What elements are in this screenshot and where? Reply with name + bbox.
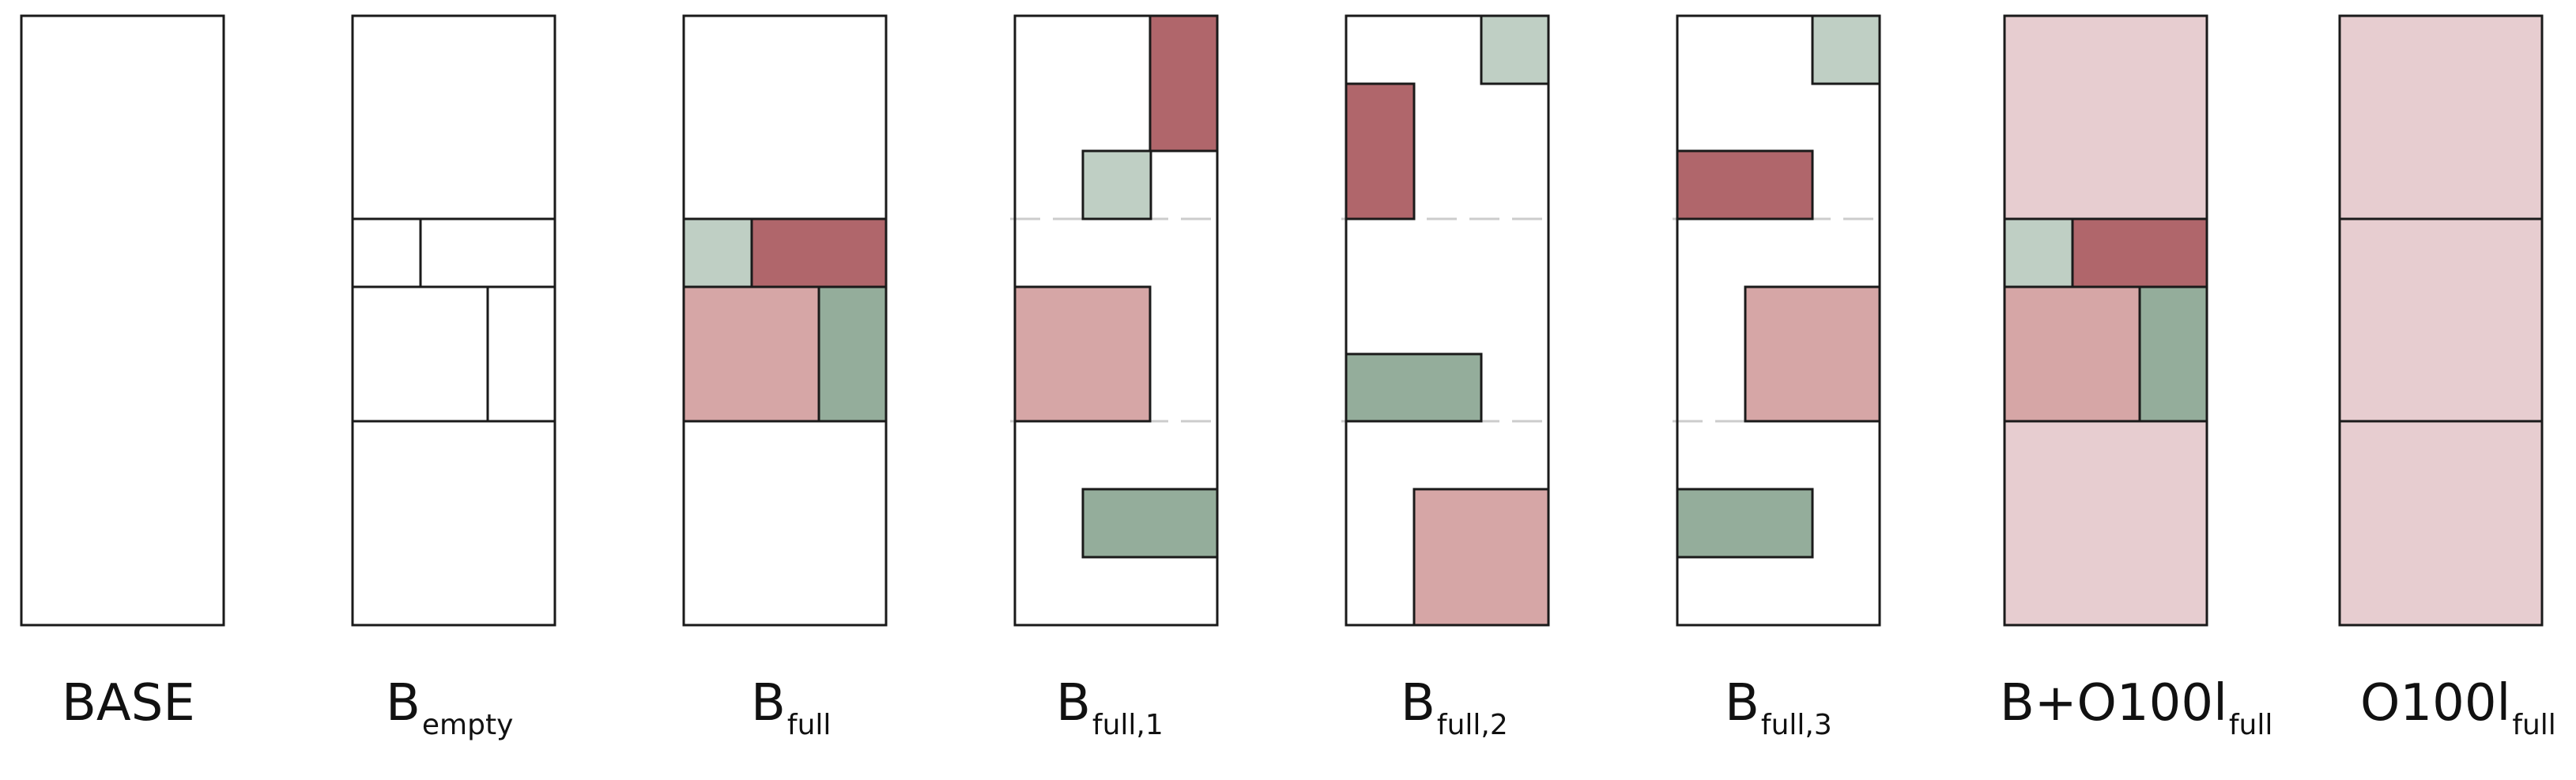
b-full-panel-frame [682, 14, 888, 627]
caption-b-full-3-label: B [1725, 674, 1759, 733]
caption-b-o100l-sub: full [2228, 709, 2273, 741]
caption-b-o100l-full: B+O100lfull [2000, 678, 2272, 765]
b-full-block-light-green [682, 217, 753, 288]
base-panel-frame [20, 14, 225, 627]
caption-b-full-1: Bfull,1 [1056, 678, 1164, 765]
b-full-1-block-green [1081, 488, 1219, 559]
caption-base-label: BASE [62, 674, 195, 733]
b-o100l-block-light-green [2003, 217, 2074, 288]
b-full-3-block-dark-red [1676, 149, 1814, 220]
caption-b-full-sub: full [786, 709, 832, 741]
b-o100l-block-green [2138, 285, 2208, 423]
b-full-1-block-light-green [1081, 149, 1152, 220]
caption-b-full-3-sub: full,3 [1760, 709, 1832, 741]
caption-b-full-1-sub: full,1 [1092, 709, 1164, 741]
o100l-panel-bg [2340, 16, 2542, 625]
caption-b-full-2-label: B [1401, 674, 1435, 733]
caption-o100l-sub: full [2512, 709, 2556, 741]
caption-b-full-3: Bfull,3 [1725, 678, 1832, 765]
caption-b-o100l-label: B+O100l [2000, 674, 2227, 733]
b-o100l-block-dark-red [2071, 217, 2208, 288]
b-full-2-block-dark-red [1345, 82, 1416, 220]
caption-b-empty-sub: empty [421, 709, 514, 741]
caption-b-full-label: B [751, 674, 786, 733]
caption-o100l-full: O100lfull [2360, 678, 2556, 765]
b-full-2-block-pink [1412, 488, 1550, 627]
b-full-3-block-light-green [1811, 14, 1881, 85]
b-full-1-block-pink [1013, 285, 1152, 423]
caption-o100l-label: O100l [2360, 674, 2511, 733]
b-full-block-pink [682, 285, 820, 423]
b-full-1-panel-frame [1013, 14, 1219, 627]
b-full-block-dark-red [750, 217, 888, 288]
b-full-3-block-pink [1744, 285, 1881, 423]
caption-b-full-2: Bfull,2 [1401, 678, 1508, 765]
b-full-3-block-green [1676, 488, 1814, 559]
b-full-3-panel-frame [1676, 14, 1881, 627]
caption-b-empty: Bempty [386, 678, 513, 765]
b-o100l-block-top-pale [2003, 14, 2208, 220]
b-full-2-block-green [1345, 352, 1483, 423]
caption-b-empty-label: B [386, 674, 421, 733]
b-o100l-block-pink [2003, 285, 2141, 423]
b-full-2-block-light-green [1480, 14, 1550, 85]
o100l-panel-frame [2338, 14, 2544, 627]
base-panel-bg [21, 16, 224, 625]
caption-b-full: Bfull [751, 678, 831, 765]
caption-b-full-1-label: B [1056, 674, 1091, 733]
b-empty-panel-frame [351, 14, 556, 627]
caption-b-full-2-sub: full,2 [1436, 709, 1508, 741]
b-full-1-block-dark-red [1148, 14, 1219, 153]
caption-base: BASE [62, 678, 195, 765]
b-full-block-green [817, 285, 888, 423]
b-empty-panel-bg [353, 16, 555, 625]
b-o100l-panel-frame [2003, 14, 2208, 627]
b-full-2-panel-frame [1345, 14, 1550, 627]
b-o100l-block-bottom-pale [2003, 420, 2208, 627]
